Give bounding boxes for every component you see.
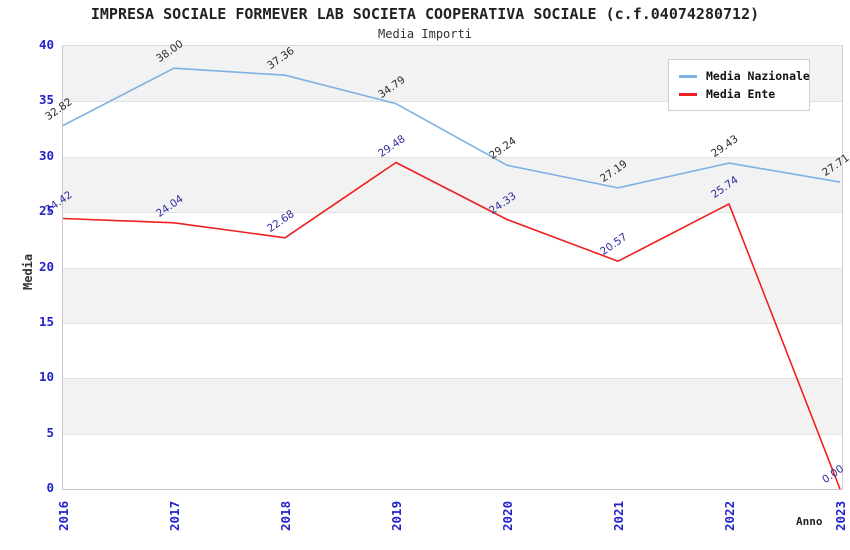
x-tick-label: 2016 [56,500,71,531]
y-tick-label: 15 [38,313,54,329]
legend-line-swatch-icon [679,74,697,78]
x-tick-label: 2018 [278,500,293,531]
y-tick-label: 10 [38,369,54,385]
gridline [63,268,842,269]
legend: Media Nazionale Media Ente [668,59,810,111]
line-media-ente [62,161,841,490]
legend-item-media-ente[interactable]: Media Ente [679,86,809,102]
x-tick-label: 2023 [833,500,848,531]
gridline [63,434,842,435]
x-tick-label: 2020 [500,500,515,531]
x-tick-label: 2022 [722,500,737,531]
gridline [63,157,842,158]
chart-subtitle: Media Importi [378,27,472,41]
y-tick-label: 40 [38,37,54,52]
y-tick-label: 30 [38,147,54,163]
gridline [63,378,842,379]
plot-area: 32.82 38.00 37.36 34.79 29.24 27.19 29.43 27.71… [43,38,850,490]
y-tick-label: 25 [38,203,54,219]
chart-title: IMPRESA SOCIALE FORMEVER LAB SOCIETA COO… [90,5,760,23]
y-tick-label: 5 [46,424,54,440]
y-tick-label: 20 [38,258,54,274]
plot-band [63,378,842,434]
gridline [63,101,842,102]
legend-line-swatch-icon [679,92,697,96]
legend-item-label: Media Nazionale [706,69,810,83]
plot-band [63,267,842,323]
gridline [63,212,842,213]
x-tick-label: 2017 [167,500,182,531]
legend-item-media-nazionale[interactable]: Media Nazionale [679,68,810,84]
gridline [63,323,842,324]
series-lines [62,67,841,490]
plot-band [63,156,842,213]
legend-item-label: Media Ente [706,87,776,101]
x-axis-label: Anno [796,515,823,528]
x-tick-label: 2021 [611,500,626,531]
y-tick-label: 35 [38,92,54,108]
y-axis-label: Media [21,253,35,290]
x-tick-label: 2019 [389,500,404,531]
y-tick-label: 0 [46,480,54,495]
line-media-nazionale [62,67,841,189]
